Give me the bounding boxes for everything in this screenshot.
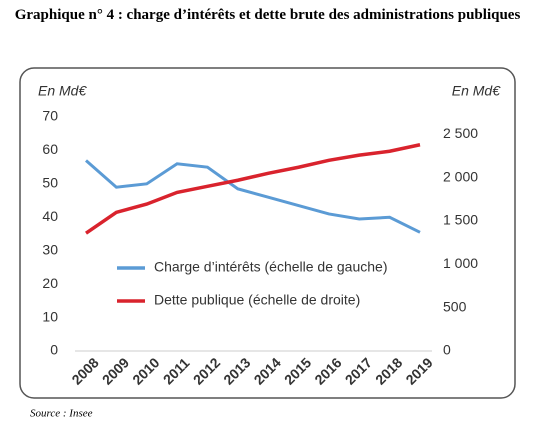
- y-tick-label: 30: [42, 241, 58, 257]
- y2-tick-label: 0: [443, 342, 451, 358]
- x-tick-label: 2010: [129, 354, 162, 387]
- y2-tick-label: 2 500: [443, 125, 478, 141]
- frame: [19, 67, 516, 399]
- y-tick-label: 50: [42, 175, 58, 191]
- y2-tick-label: 500: [443, 298, 467, 314]
- x-tick-label: 2015: [281, 354, 314, 387]
- legend-label: Charge d’intérêts (échelle de gauche): [154, 259, 387, 275]
- y2-tick-label: 1 000: [443, 255, 478, 271]
- x-tick-label: 2008: [68, 354, 101, 387]
- x-tick-label: 2011: [160, 355, 193, 388]
- y-axis-label: En Md€: [38, 83, 87, 99]
- y2-tick-label: 2 000: [443, 168, 478, 184]
- chart-title: Graphique n° 4 : charge d’intérêts et de…: [14, 7, 521, 23]
- x-tick-label: 2018: [372, 354, 405, 387]
- y-tick-label: 70: [42, 108, 58, 124]
- series-line: [85, 159, 421, 234]
- y-tick-label: 0: [50, 342, 58, 358]
- x-tick-label: 2019: [402, 354, 435, 387]
- source: Source : Insee: [30, 408, 93, 420]
- y2-axis-label: En Md€: [452, 83, 501, 99]
- y-tick-label: 10: [42, 308, 58, 324]
- legend-label: Dette publique (échelle de droite): [154, 292, 360, 308]
- x-tick-label: 2017: [342, 354, 375, 387]
- x-tick-label: 2014: [251, 354, 284, 387]
- y-tick-label: 60: [42, 141, 58, 157]
- series-line: [85, 143, 421, 235]
- y2-tick-label: 1 500: [443, 212, 478, 228]
- x-tick-label: 2016: [311, 354, 344, 387]
- x-tick-label: 2012: [190, 354, 223, 387]
- x-tick-label: 2013: [220, 354, 253, 387]
- x-tick-label: 2009: [99, 354, 132, 387]
- y-tick-label: 20: [42, 275, 58, 291]
- y-tick-label: 40: [42, 208, 58, 224]
